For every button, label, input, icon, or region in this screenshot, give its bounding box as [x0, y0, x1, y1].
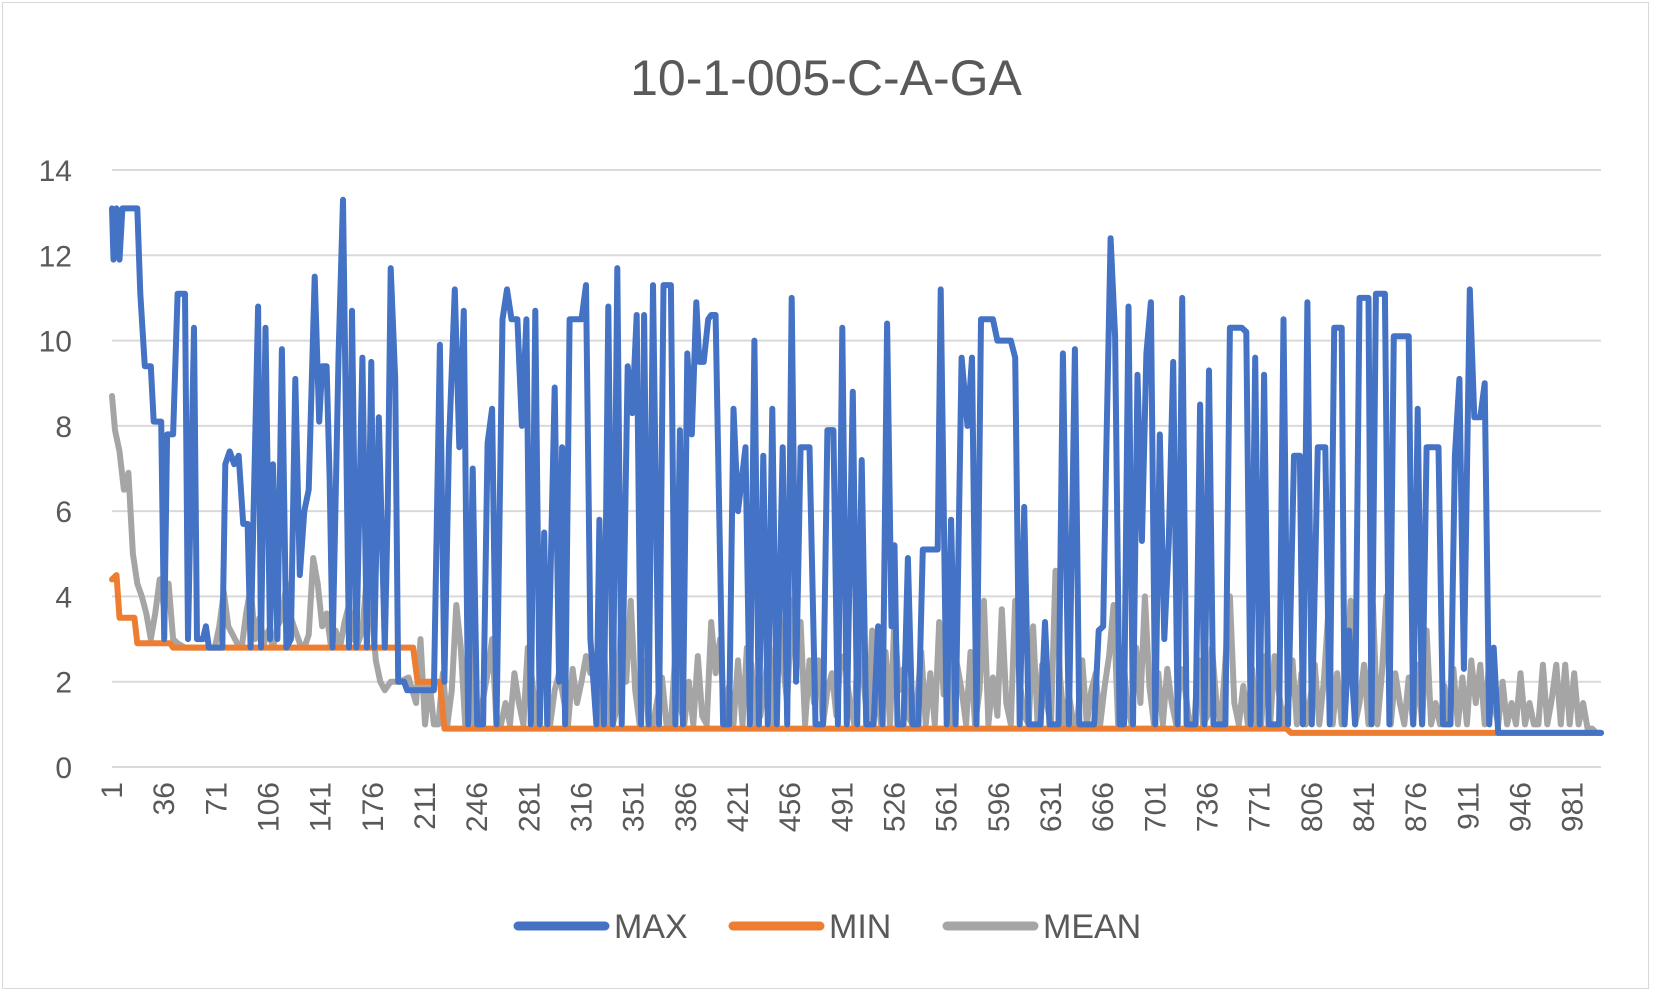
x-tick-label: 211	[409, 782, 442, 830]
x-tick-label: 36	[148, 782, 181, 815]
y-tick-label: 12	[39, 240, 72, 273]
x-tick-label: 141	[305, 782, 338, 832]
x-tick-label: 316	[566, 782, 599, 832]
x-tick-label: 526	[879, 782, 912, 832]
x-tick-label: 71	[200, 782, 233, 815]
legend-label-max: MAX	[614, 908, 688, 946]
x-axis-ticks: 1 36 71 106 141 176 211 246 281 316 351 386 421 456 49…	[96, 782, 1590, 832]
x-tick-label: 631	[1035, 782, 1068, 832]
x-tick-label: 386	[670, 782, 703, 832]
x-tick-label: 806	[1296, 782, 1329, 832]
y-tick-label: 14	[39, 155, 72, 188]
x-tick-label: 981	[1557, 782, 1590, 832]
x-tick-label: 946	[1505, 782, 1538, 832]
x-tick-label: 876	[1400, 782, 1433, 832]
x-tick-label: 351	[618, 782, 651, 832]
x-tick-label: 106	[253, 782, 286, 832]
chart-title: 10-1-005-C-A-GA	[630, 50, 1022, 106]
y-tick-label: 10	[39, 326, 72, 359]
x-tick-label: 701	[1139, 782, 1172, 832]
legend-label-mean: MEAN	[1043, 908, 1141, 946]
x-tick-label: 771	[1244, 782, 1277, 832]
y-tick-label: 0	[55, 752, 72, 785]
x-tick-label: 491	[826, 782, 859, 832]
y-axis-ticks: 0 2 4 6 8 10 12 14	[39, 155, 72, 785]
y-tick-label: 2	[55, 667, 72, 700]
legend: MAX MIN MEAN	[513, 908, 1141, 946]
series-line-min	[109, 572, 1604, 736]
legend-label-min: MIN	[829, 908, 891, 946]
x-tick-label: 456	[774, 782, 807, 832]
x-tick-label: 736	[1192, 782, 1225, 832]
x-tick-label: 1	[96, 782, 129, 799]
series-line-max	[109, 196, 1604, 736]
x-tick-label: 841	[1348, 782, 1381, 832]
series-lines	[109, 196, 1604, 736]
x-tick-label: 176	[357, 782, 390, 832]
x-tick-label: 596	[983, 782, 1016, 832]
y-tick-label: 6	[55, 496, 72, 529]
x-tick-label: 246	[461, 782, 494, 832]
x-tick-label: 561	[931, 782, 964, 832]
x-tick-label: 421	[722, 782, 755, 832]
x-tick-label: 281	[513, 782, 546, 832]
x-tick-label: 666	[1087, 782, 1120, 832]
y-tick-label: 4	[55, 581, 72, 614]
x-tick-label: 911	[1452, 782, 1485, 830]
y-tick-label: 8	[55, 411, 72, 444]
